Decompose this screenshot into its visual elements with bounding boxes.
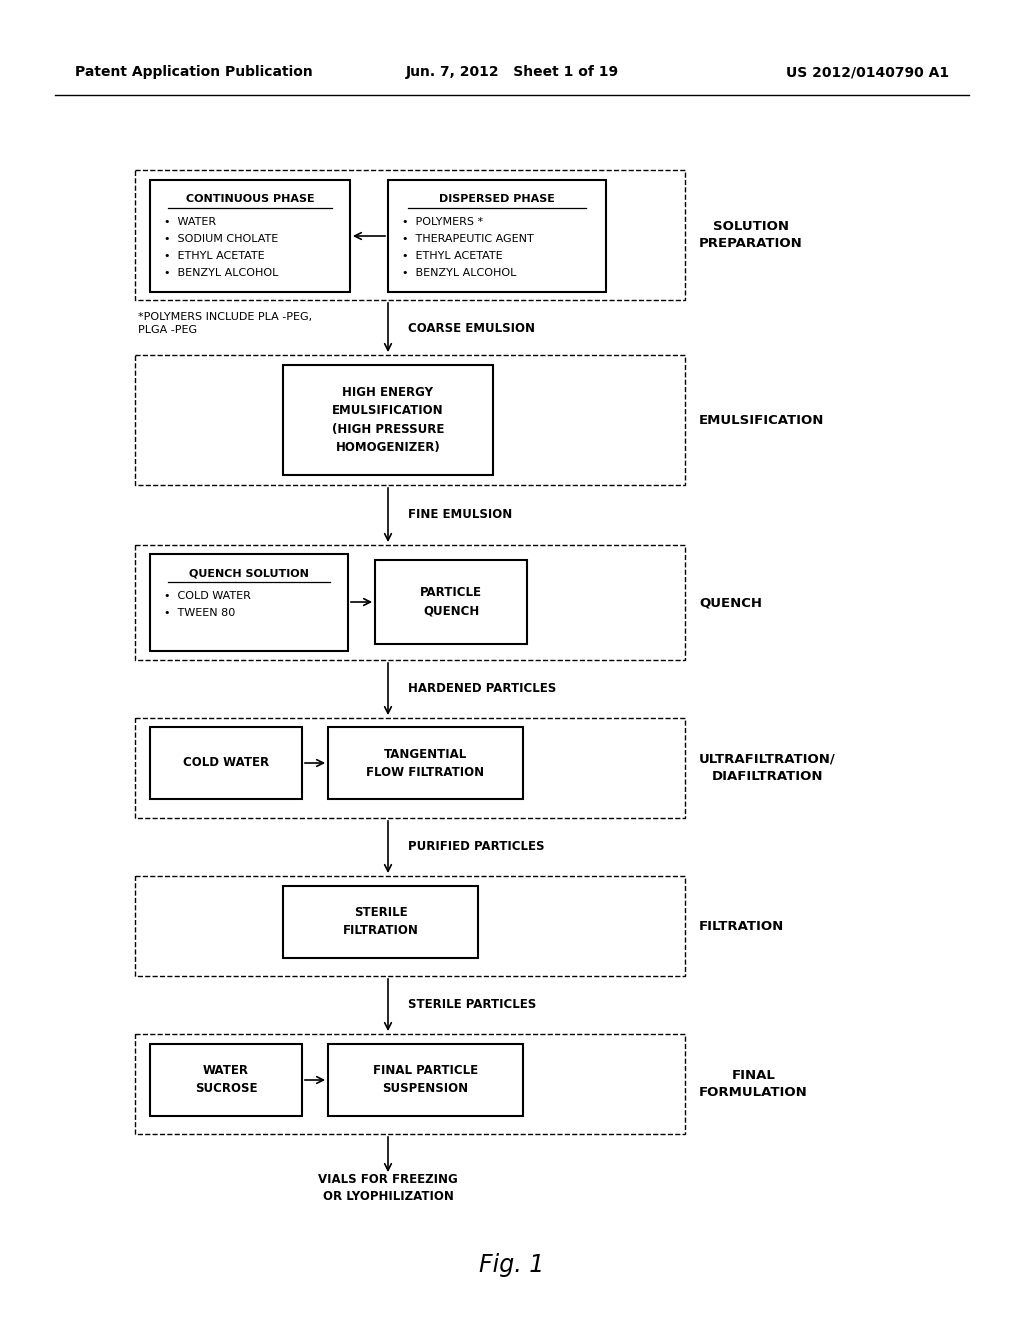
- Text: FILTRATION: FILTRATION: [699, 920, 784, 932]
- Text: FINAL
FORMULATION: FINAL FORMULATION: [699, 1069, 808, 1100]
- Bar: [150, 727, 302, 799]
- Bar: [328, 1044, 523, 1115]
- Text: *POLYMERS INCLUDE PLA -PEG,
PLGA -PEG: *POLYMERS INCLUDE PLA -PEG, PLGA -PEG: [138, 312, 312, 335]
- Bar: [150, 554, 348, 651]
- Text: VIALS FOR FREEZING
OR LYOPHILIZATION: VIALS FOR FREEZING OR LYOPHILIZATION: [318, 1173, 458, 1203]
- Bar: [328, 727, 523, 799]
- Text: FINE EMULSION: FINE EMULSION: [408, 508, 512, 521]
- Text: •  SODIUM CHOLATE: • SODIUM CHOLATE: [164, 234, 279, 244]
- Bar: [135, 545, 685, 660]
- Text: SOLUTION
PREPARATION: SOLUTION PREPARATION: [699, 220, 803, 249]
- Text: QUENCH: QUENCH: [699, 597, 762, 609]
- Text: PARTICLE
QUENCH: PARTICLE QUENCH: [420, 586, 482, 618]
- Bar: [135, 355, 685, 484]
- Text: WATER
SUCROSE: WATER SUCROSE: [195, 1064, 257, 1096]
- Bar: [135, 170, 685, 300]
- Text: DISPERSED PHASE: DISPERSED PHASE: [439, 194, 555, 205]
- Text: TANGENTIAL
FLOW FILTRATION: TANGENTIAL FLOW FILTRATION: [367, 747, 484, 779]
- Text: •  ETHYL ACETATE: • ETHYL ACETATE: [164, 251, 264, 261]
- Bar: [375, 560, 527, 644]
- Text: CONTINUOUS PHASE: CONTINUOUS PHASE: [185, 194, 314, 205]
- Bar: [135, 718, 685, 818]
- Text: •  ETHYL ACETATE: • ETHYL ACETATE: [402, 251, 503, 261]
- Text: QUENCH SOLUTION: QUENCH SOLUTION: [189, 568, 309, 578]
- Text: HARDENED PARTICLES: HARDENED PARTICLES: [408, 682, 556, 696]
- Text: •  POLYMERS *: • POLYMERS *: [402, 216, 483, 227]
- Text: •  TWEEN 80: • TWEEN 80: [164, 609, 236, 618]
- Text: •  COLD WATER: • COLD WATER: [164, 591, 251, 601]
- Bar: [283, 366, 493, 475]
- Text: EMULSIFICATION: EMULSIFICATION: [699, 413, 824, 426]
- Text: •  BENZYL ALCOHOL: • BENZYL ALCOHOL: [164, 268, 279, 279]
- Bar: [388, 180, 606, 292]
- Text: Fig. 1: Fig. 1: [479, 1253, 545, 1276]
- Text: Jun. 7, 2012   Sheet 1 of 19: Jun. 7, 2012 Sheet 1 of 19: [406, 65, 618, 79]
- Text: •  THERAPEUTIC AGENT: • THERAPEUTIC AGENT: [402, 234, 534, 244]
- Text: ULTRAFILTRATION/
DIAFILTRATION: ULTRAFILTRATION/ DIAFILTRATION: [699, 752, 836, 783]
- Text: COARSE EMULSION: COARSE EMULSION: [408, 322, 535, 334]
- Text: COLD WATER: COLD WATER: [183, 756, 269, 770]
- Bar: [135, 1034, 685, 1134]
- Text: US 2012/0140790 A1: US 2012/0140790 A1: [785, 65, 949, 79]
- Bar: [150, 180, 350, 292]
- Bar: [283, 886, 478, 958]
- Text: HIGH ENERGY
EMULSIFICATION
(HIGH PRESSURE
HOMOGENIZER): HIGH ENERGY EMULSIFICATION (HIGH PRESSUR…: [332, 387, 444, 454]
- Bar: [135, 876, 685, 975]
- Text: PURIFIED PARTICLES: PURIFIED PARTICLES: [408, 841, 545, 854]
- Text: •  BENZYL ALCOHOL: • BENZYL ALCOHOL: [402, 268, 516, 279]
- Text: STERILE PARTICLES: STERILE PARTICLES: [408, 998, 537, 1011]
- Text: Patent Application Publication: Patent Application Publication: [75, 65, 312, 79]
- Text: FINAL PARTICLE
SUSPENSION: FINAL PARTICLE SUSPENSION: [373, 1064, 478, 1096]
- Text: •  WATER: • WATER: [164, 216, 216, 227]
- Text: STERILE
FILTRATION: STERILE FILTRATION: [343, 907, 419, 937]
- Bar: [150, 1044, 302, 1115]
